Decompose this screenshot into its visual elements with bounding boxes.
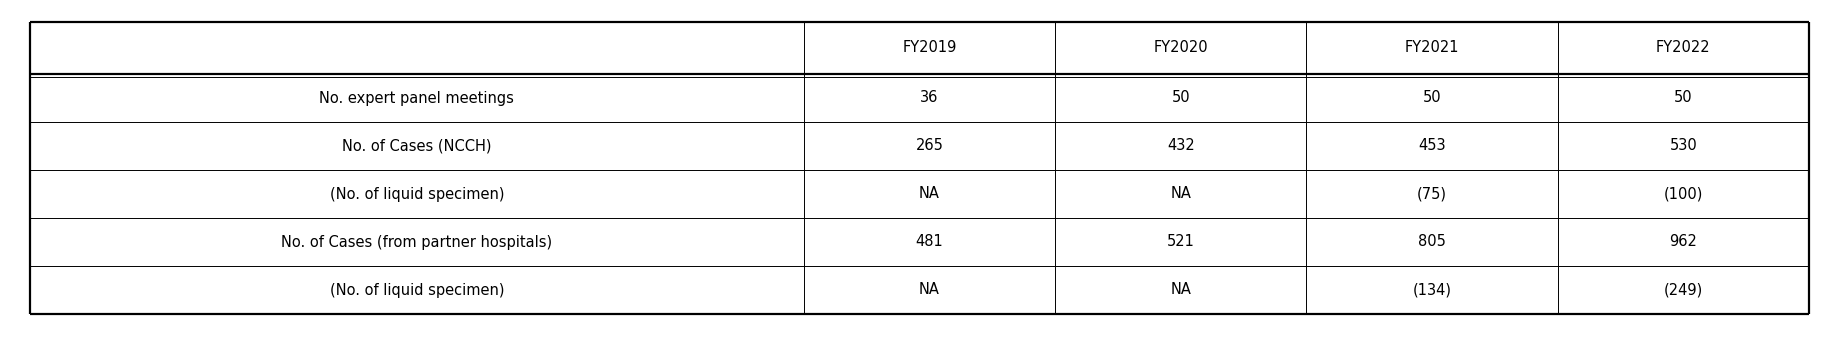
Text: (No. of liquid specimen): (No. of liquid specimen): [329, 282, 504, 297]
Text: 805: 805: [1418, 234, 1445, 250]
Text: FY2022: FY2022: [1657, 40, 1710, 55]
Text: FY2020: FY2020: [1153, 40, 1208, 55]
Text: (75): (75): [1418, 187, 1447, 202]
Text: No. expert panel meetings: No. expert panel meetings: [320, 91, 515, 106]
Text: 453: 453: [1418, 139, 1445, 154]
Text: FY2021: FY2021: [1405, 40, 1460, 55]
Text: 36: 36: [920, 91, 938, 106]
Text: 530: 530: [1670, 139, 1697, 154]
Text: NA: NA: [1170, 187, 1192, 202]
Text: 265: 265: [916, 139, 943, 154]
Text: FY2019: FY2019: [903, 40, 956, 55]
Text: 50: 50: [1423, 91, 1442, 106]
Text: NA: NA: [1170, 282, 1192, 297]
Text: 50: 50: [1673, 91, 1692, 106]
Text: 432: 432: [1166, 139, 1195, 154]
Text: 962: 962: [1670, 234, 1697, 250]
Text: NA: NA: [920, 187, 940, 202]
Text: (249): (249): [1664, 282, 1703, 297]
Text: (No. of liquid specimen): (No. of liquid specimen): [329, 187, 504, 202]
Text: 481: 481: [916, 234, 943, 250]
Text: No. of Cases (from partner hospitals): No. of Cases (from partner hospitals): [281, 234, 552, 250]
Text: 521: 521: [1166, 234, 1195, 250]
Text: NA: NA: [920, 282, 940, 297]
Text: 50: 50: [1171, 91, 1190, 106]
Text: (134): (134): [1412, 282, 1451, 297]
Text: (100): (100): [1664, 187, 1703, 202]
Text: No. of Cases (NCCH): No. of Cases (NCCH): [342, 139, 491, 154]
